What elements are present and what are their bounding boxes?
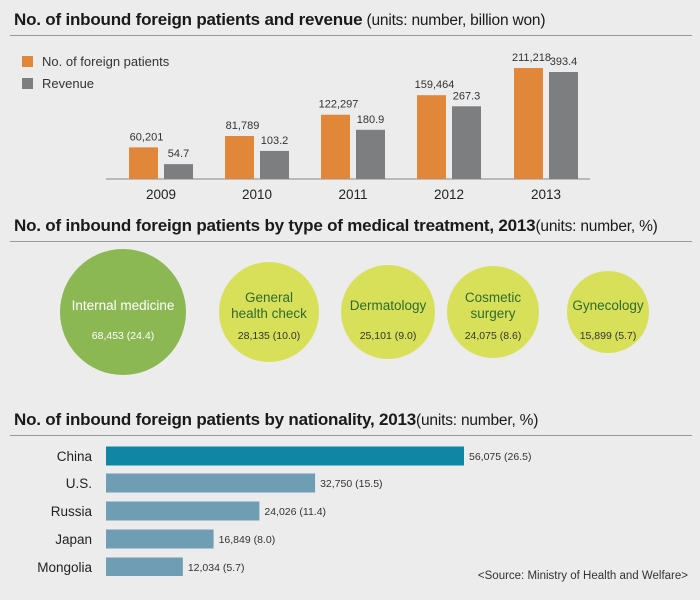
data-label-revenue: 180.9: [357, 114, 385, 126]
bar-patients-2012: [417, 95, 446, 179]
nationality-units: (units: number, %): [416, 412, 539, 429]
bubble-name-label: Internal medicine: [72, 298, 175, 313]
category-label: Mongolia: [37, 560, 92, 575]
data-label-patients: 122,297: [319, 99, 359, 111]
bubble-name-label: Cosmetic surgery: [465, 290, 522, 321]
x-tick-label: 2012: [434, 187, 464, 202]
data-label-revenue: 267.3: [453, 90, 481, 102]
data-label-patients: 159,464: [415, 79, 455, 91]
divider: [10, 35, 692, 36]
data-label-revenue: 103.2: [261, 135, 289, 147]
bar-patients-2013: [514, 68, 543, 179]
category-label: U.S.: [66, 476, 92, 491]
bar-revenue-2009: [164, 164, 193, 179]
category-label: Japan: [55, 532, 92, 547]
nationality-chart-title: No. of inbound foreign patients by natio…: [14, 410, 538, 430]
data-label: 12,034 (5.7): [188, 562, 245, 574]
bar-china: [106, 446, 464, 466]
divider: [10, 435, 692, 436]
treatment-bubble-chart: Internal medicine 68,453 (24.4) General hea…: [60, 249, 649, 375]
data-label: 16,849 (8.0): [219, 534, 276, 546]
bar-mongolia: [106, 557, 183, 576]
divider: [10, 241, 692, 242]
bar-revenue-2011: [356, 129, 385, 179]
bar-us: [106, 473, 316, 493]
category-label: Russia: [51, 504, 93, 519]
bubble-value-label: 15,899 (5.7): [580, 330, 637, 342]
x-tick-label: 2013: [531, 187, 561, 202]
source-note: <Source: Ministry of Health and Welfare>: [477, 570, 688, 582]
bubble-name-label: Dermatology: [350, 298, 427, 313]
bar-patients-2009: [129, 147, 158, 179]
legend-label-revenue: Revenue: [42, 75, 95, 91]
revenue-chart-title: No. of inbound foreign patients and reve…: [14, 10, 545, 30]
bubble-3: [447, 266, 539, 358]
revenue-units: (units: number, billion won): [362, 12, 546, 29]
bubble-0: [60, 249, 186, 375]
data-label-revenue: 393.4: [550, 56, 578, 68]
bubble-name-label: General health check: [231, 290, 307, 321]
legend-item-revenue: Revenue: [22, 72, 169, 94]
category-label: China: [57, 449, 93, 464]
data-label-revenue: 54.7: [168, 148, 189, 160]
legend-swatch-orange: [22, 55, 33, 67]
bar-revenue-2012: [452, 106, 481, 179]
x-tick-label: 2009: [146, 187, 176, 202]
treatment-chart-title: No. of inbound foreign patients by type …: [14, 216, 658, 236]
bar-revenue-2010: [260, 150, 289, 179]
legend-item-patients: No. of foreign patients: [22, 50, 169, 72]
bar-revenue-2013: [549, 72, 578, 179]
bubble-value-label: 28,135 (10.0): [238, 330, 300, 342]
bubble-name-label: Gynecology: [572, 298, 644, 313]
treatment-units: (units: number, %): [535, 218, 658, 235]
nationality-bar-chart: China 56,075 (26.5) U.S. 32,750 (15.5) Russi…: [37, 446, 531, 576]
data-label-patients: 81,789: [226, 120, 260, 132]
bubble-value-label: 68,453 (24.4): [92, 330, 154, 342]
bubble-4: [567, 271, 649, 353]
data-label: 24,026 (11.4): [264, 506, 326, 518]
x-tick-label: 2010: [242, 187, 272, 202]
bar-patients-2011: [321, 114, 350, 179]
bubble-1: [219, 262, 319, 362]
x-tick-label: 2011: [338, 187, 367, 202]
legend-label-patients: No. of foreign patients: [42, 53, 170, 69]
revenue-title-text: No. of inbound foreign patients and reve…: [14, 10, 363, 29]
bubble-value-label: 24,075 (8.6): [465, 330, 522, 342]
data-label: 32,750 (15.5): [320, 478, 382, 490]
legend-swatch-gray: [22, 77, 33, 89]
bubble-value-label: 25,101 (9.0): [360, 330, 417, 342]
data-label-patients: 60,201: [130, 131, 164, 143]
bubble-2: [341, 265, 435, 359]
chart-legend: No. of foreign patients Revenue: [22, 50, 169, 94]
data-label: 56,075 (26.5): [469, 451, 531, 463]
bar-patients-2010: [225, 136, 254, 179]
nationality-title-text: No. of inbound foreign patients by natio…: [14, 410, 417, 429]
bar-japan: [106, 529, 214, 549]
bar-russia: [106, 501, 260, 521]
data-label-patients: 211,218: [512, 52, 551, 64]
treatment-title-text: No. of inbound foreign patients by type …: [14, 216, 536, 235]
